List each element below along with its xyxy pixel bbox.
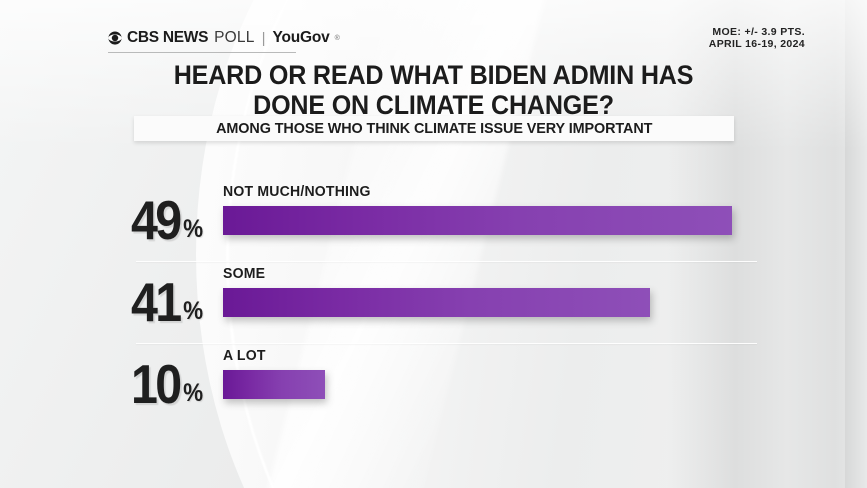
row-body: SOME	[223, 262, 867, 334]
row-body: A LOT	[223, 344, 867, 416]
cbs-eye-icon	[108, 31, 122, 45]
percent-sign: %	[183, 379, 204, 407]
page-title: HEARD OR READ WHAT BIDEN ADMIN HAS DONE …	[30, 60, 836, 120]
brand-trademark: ®	[334, 34, 340, 42]
title-line-2: DONE ON CLIMATE CHANGE?	[253, 89, 614, 120]
value-number: 10	[131, 352, 182, 415]
title-line-1: HEARD OR READ WHAT BIDEN ADMIN HAS	[173, 60, 694, 90]
brand-cbs-news: CBS NEWS	[127, 29, 209, 46]
brand-poll: POLL	[214, 29, 255, 46]
chart-row: 49 % NOT MUCH/NOTHING	[0, 180, 867, 252]
percent-sign: %	[183, 297, 204, 325]
row-body: NOT MUCH/NOTHING	[223, 180, 867, 252]
chart-row: 10 % A LOT	[0, 344, 867, 416]
brand-rule	[108, 52, 296, 53]
subtitle-banner: AMONG THOSE WHO THINK CLIMATE ISSUE VERY…	[134, 116, 734, 141]
header: CBS NEWS POLL | YouGov ® MOE: +/- 3.9 PT…	[0, 0, 867, 60]
brand-yougov: YouGov	[272, 29, 330, 46]
brand-divider: |	[261, 29, 266, 47]
bar-label: NOT MUCH/NOTHING	[223, 184, 371, 200]
value-block: 49 %	[131, 188, 223, 251]
subtitle-text: AMONG THOSE WHO THINK CLIMATE ISSUE VERY…	[215, 120, 653, 137]
bar-fill	[223, 206, 732, 235]
moe-line: MOE: +/- 3.9 PTS.	[712, 26, 805, 38]
row-separator	[136, 343, 757, 344]
bar-fill	[223, 370, 325, 399]
bar-fill	[223, 288, 650, 317]
percent-sign: %	[183, 215, 204, 243]
value-block: 10 %	[131, 352, 223, 415]
bar-label: SOME	[223, 266, 266, 282]
brand-lockup: CBS NEWS POLL | YouGov ®	[108, 29, 340, 47]
moe-block: MOE: +/- 3.9 PTS. APRIL 16-19, 2024	[709, 26, 805, 51]
chart-row: 41 % SOME	[0, 262, 867, 334]
bar-label: A LOT	[223, 348, 266, 364]
value-number: 49	[131, 188, 182, 251]
row-separator	[136, 261, 757, 262]
field-dates-line: APRIL 16-19, 2024	[708, 38, 805, 51]
value-number: 41	[131, 270, 182, 333]
value-block: 41 %	[131, 270, 223, 333]
